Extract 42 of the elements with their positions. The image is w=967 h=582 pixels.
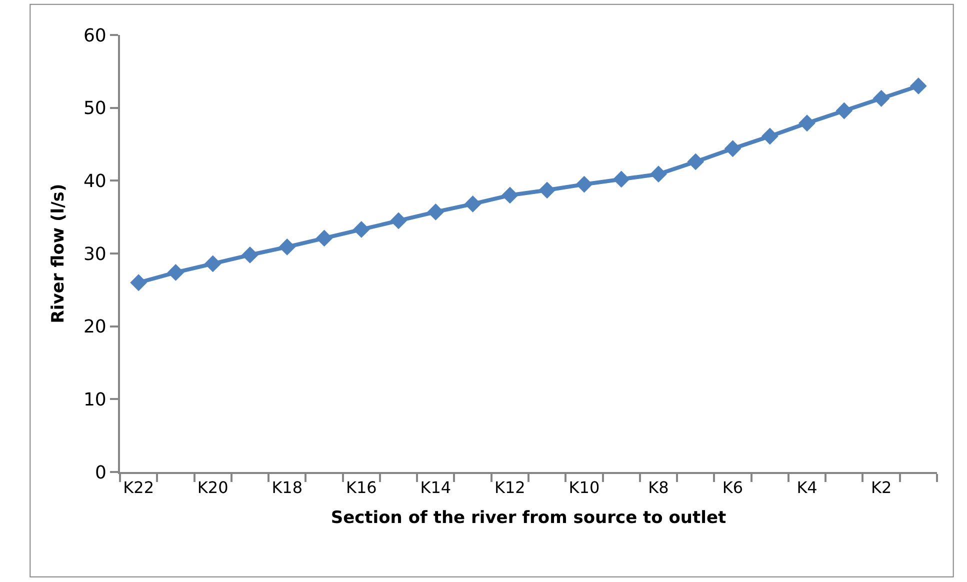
point: [650, 166, 667, 183]
point: [687, 153, 704, 170]
x-tick-label: K22: [123, 478, 154, 498]
x-tick-label: K18: [272, 478, 303, 498]
point: [316, 230, 333, 247]
point: [761, 128, 778, 145]
y-tick-label: 20: [83, 316, 106, 338]
point: [576, 176, 593, 193]
point: [538, 182, 556, 199]
y-tick-label: 10: [83, 389, 106, 410]
point: [836, 102, 853, 120]
y-axis-title: River flow (l/s): [48, 184, 69, 324]
y-tick-label: 60: [83, 25, 106, 46]
x-tick-label: K8: [648, 478, 669, 498]
x-tick-label: K14: [420, 478, 452, 498]
point: [130, 274, 148, 292]
y-tick-label: 40: [83, 170, 106, 192]
point: [427, 204, 444, 220]
x-tick-label: K20: [197, 478, 228, 498]
x-tick-label: K4: [796, 478, 818, 498]
y-tick-label: 0: [94, 462, 106, 484]
point: [612, 170, 630, 188]
y-tick-label: 50: [83, 98, 106, 120]
x-tick-label: K16: [346, 478, 377, 498]
point: [204, 255, 222, 272]
x-tick-label: K12: [494, 478, 526, 498]
point: [910, 78, 927, 94]
point: [872, 90, 890, 107]
point: [278, 238, 296, 256]
point: [242, 246, 258, 264]
point: [501, 186, 518, 204]
x-tick-label: K10: [568, 478, 600, 498]
x-axis-title: Section of the river from source to outlet: [330, 508, 726, 528]
point: [390, 212, 407, 230]
y-tick-label: 30: [83, 244, 106, 265]
x-tick-label: K6: [722, 478, 744, 498]
point: [352, 221, 370, 238]
x-tick-label: K2: [870, 478, 892, 498]
point: [724, 140, 742, 158]
point: [167, 264, 184, 281]
point: [464, 196, 482, 212]
point: [798, 114, 816, 132]
